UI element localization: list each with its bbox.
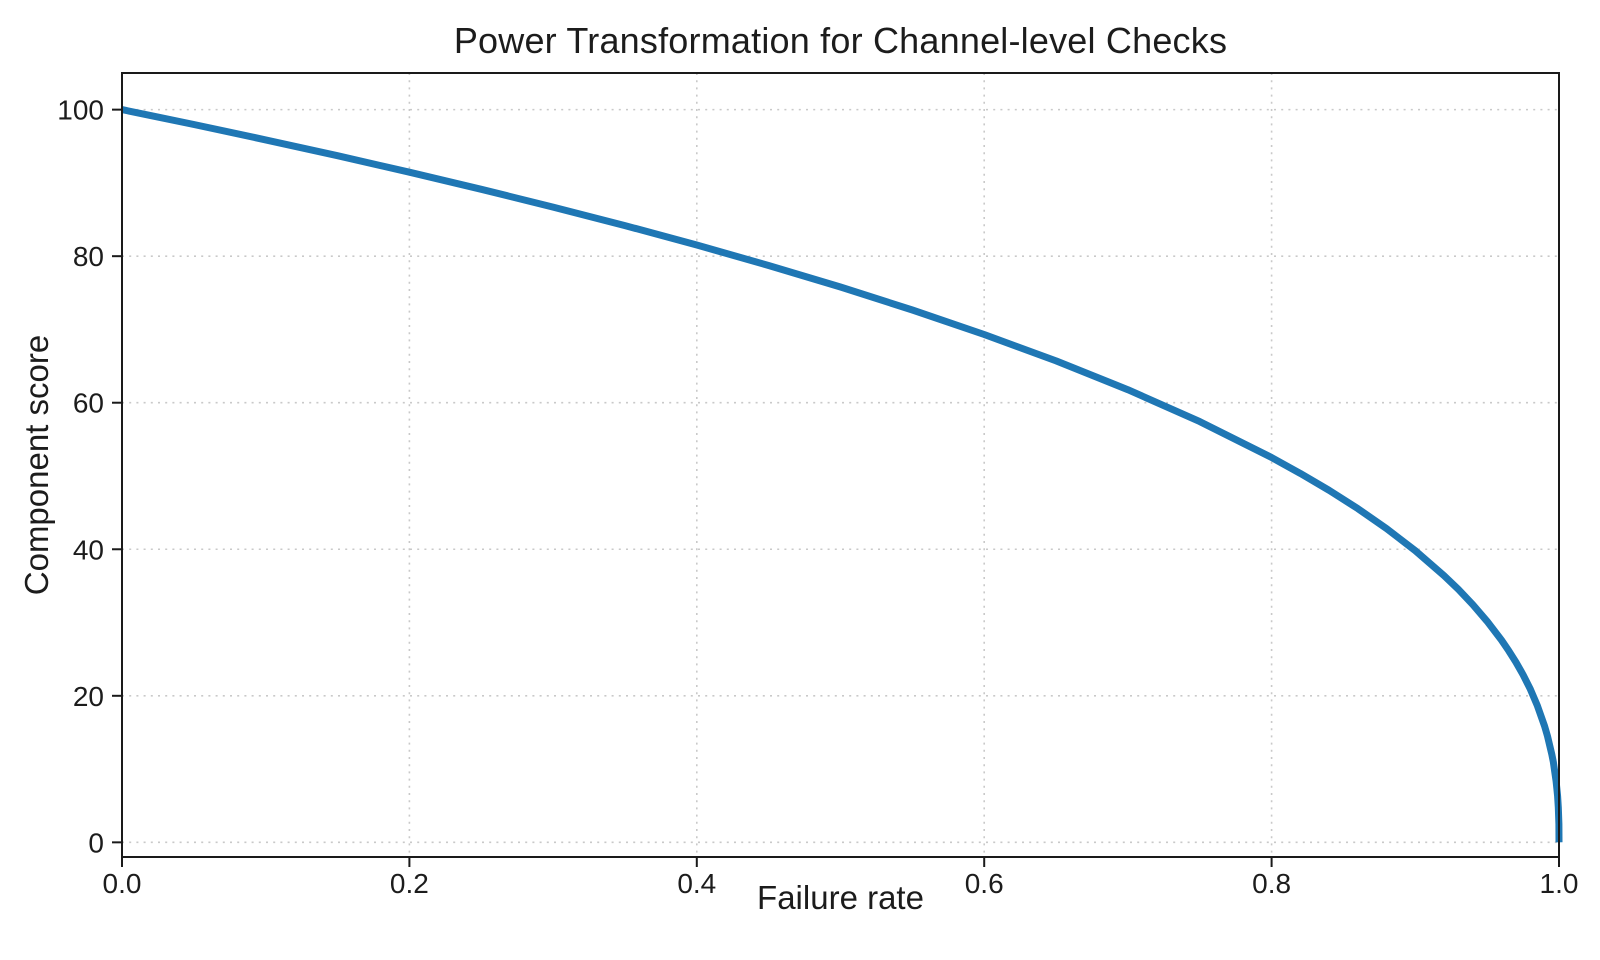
y-axis-label: Component score [18,334,55,596]
y-tick-label: 60 [73,388,104,419]
x-tick-label: 0.0 [103,868,142,899]
x-tick-label: 0.8 [1252,868,1291,899]
chart-title: Power Transformation for Channel-level C… [453,20,1228,61]
x-tick-label: 0.4 [677,868,716,899]
x-tick-label: 0.6 [965,868,1004,899]
series-line [121,106,1563,843]
plot-border [121,72,1560,858]
x-tick-label: 1.0 [1540,868,1579,899]
y-tick-label: 40 [73,534,104,565]
y-tick-label: 0 [88,827,104,858]
y-tick-label: 20 [73,681,104,712]
x-tick-label: 0.2 [390,868,429,899]
x-axis-label: Failure rate [757,879,924,916]
y-tick-label: 80 [73,241,104,272]
y-tick-label: 100 [57,95,104,126]
